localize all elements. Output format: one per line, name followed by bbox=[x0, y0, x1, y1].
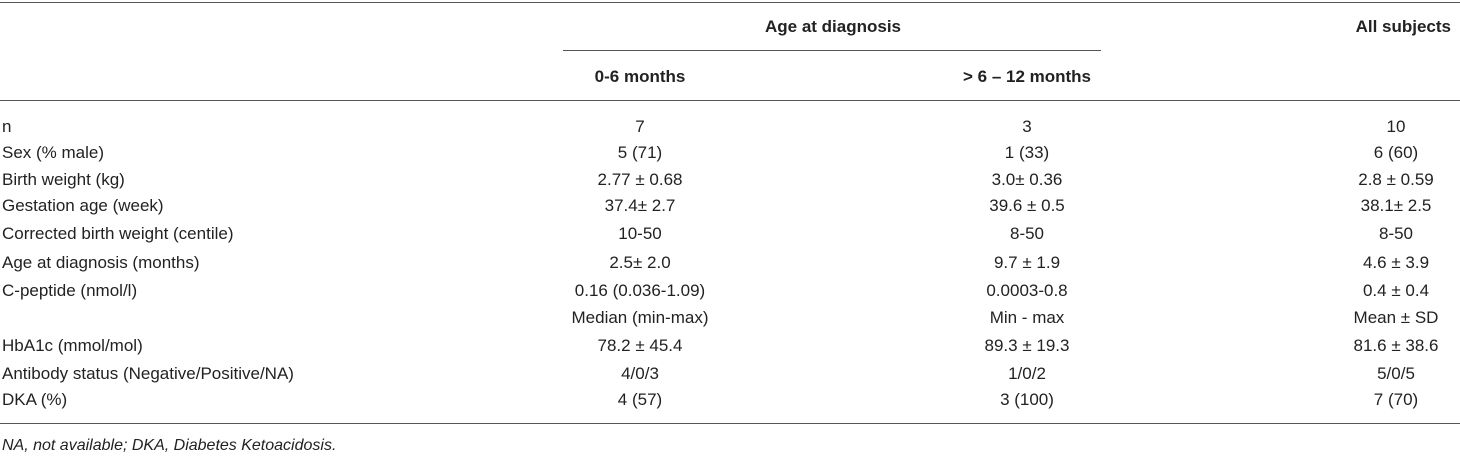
cell: 7 bbox=[635, 117, 645, 136]
cell: 7 (70) bbox=[1373, 390, 1419, 409]
cell: 10-50 bbox=[618, 224, 662, 243]
cell: 8-50 bbox=[1009, 224, 1045, 243]
bottom-rule bbox=[0, 423, 1460, 424]
column-header: > 6 – 12 months bbox=[962, 67, 1092, 86]
cell: 5 (71) bbox=[617, 143, 663, 162]
cell: Min - max bbox=[989, 308, 1065, 327]
row-label: Birth weight (kg) bbox=[2, 170, 125, 189]
cell: 78.2 ± 45.4 bbox=[597, 336, 683, 355]
footnote: NA, not available; DKA, Diabetes Ketoaci… bbox=[2, 437, 337, 454]
cell: 3 bbox=[1022, 117, 1032, 136]
cell: 2.8 ± 0.59 bbox=[1358, 170, 1434, 189]
row-label: Sex (% male) bbox=[2, 143, 105, 162]
top-rule bbox=[0, 2, 1460, 3]
cell: 0.4 ± 0.4 bbox=[1362, 281, 1430, 300]
header-rule bbox=[0, 100, 1460, 101]
row-label: Antibody status (Negative/Positive/NA) bbox=[2, 364, 294, 383]
cell: 4.6 ± 3.9 bbox=[1362, 253, 1430, 272]
cell: 5/0/5 bbox=[1377, 364, 1415, 383]
cell: 3.0± 0.36 bbox=[991, 170, 1063, 189]
cell: 2.77 ± 0.68 bbox=[597, 170, 683, 189]
row-label: n bbox=[2, 117, 12, 136]
cell: 39.6 ± 0.5 bbox=[989, 196, 1065, 215]
row-label: Age at diagnosis (months) bbox=[2, 253, 200, 272]
cell: 1 (33) bbox=[1004, 143, 1050, 162]
cell: Median (min-max) bbox=[571, 308, 709, 327]
cell: 38.1± 2.5 bbox=[1360, 196, 1432, 215]
row-label: DKA (%) bbox=[2, 390, 68, 409]
cell: 0.0003-0.8 bbox=[986, 281, 1068, 300]
cell: 4/0/3 bbox=[621, 364, 659, 383]
row-label: HbA1c (mmol/mol) bbox=[2, 336, 143, 355]
cell: 6 (60) bbox=[1373, 143, 1419, 162]
row-label: C-peptide (nmol/l) bbox=[2, 281, 138, 300]
cell: 10 bbox=[1386, 117, 1406, 136]
cell: 8-50 bbox=[1378, 224, 1414, 243]
cell: 9.7 ± 1.9 bbox=[993, 253, 1061, 272]
row-label: Corrected birth weight (centile) bbox=[2, 224, 234, 243]
cell: 1/0/2 bbox=[1008, 364, 1046, 383]
cell: 0.16 (0.036-1.09) bbox=[574, 281, 706, 300]
group-header: Age at diagnosis bbox=[764, 17, 902, 36]
cell: 4 (57) bbox=[617, 390, 663, 409]
cell: 81.6 ± 38.6 bbox=[1353, 336, 1439, 355]
cell: 2.5± 2.0 bbox=[609, 253, 671, 272]
cell: 37.4± 2.7 bbox=[604, 196, 676, 215]
all-header: All subjects bbox=[1355, 17, 1451, 36]
group-rule bbox=[563, 50, 1101, 51]
cell: Mean ± SD bbox=[1353, 308, 1439, 327]
column-header: 0-6 months bbox=[594, 67, 686, 86]
row-label: Gestation age (week) bbox=[2, 196, 164, 215]
cell: 89.3 ± 19.3 bbox=[984, 336, 1070, 355]
cell: 3 (100) bbox=[1000, 390, 1054, 409]
